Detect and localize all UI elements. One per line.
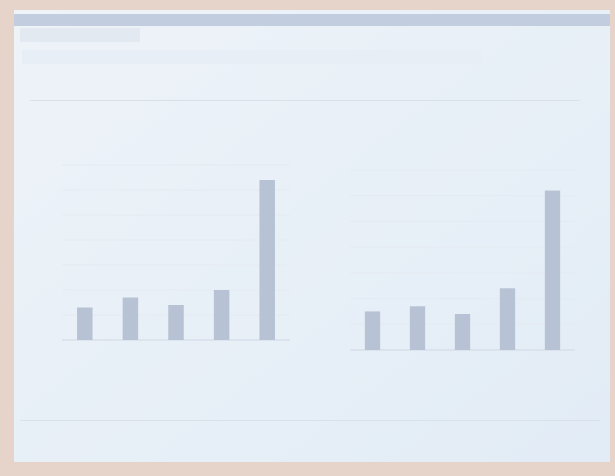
- title-bar: [14, 14, 610, 26]
- bar: [545, 191, 560, 350]
- page: (() => { const data = JSON.parse(documen…: [0, 0, 615, 476]
- bar: [168, 305, 184, 340]
- screen-photo: [0, 0, 615, 476]
- separator: [30, 100, 580, 101]
- bar: [410, 306, 425, 350]
- bar: [77, 308, 93, 341]
- projected-screen: [14, 10, 610, 462]
- bar: [259, 180, 275, 340]
- bar: [365, 311, 380, 350]
- bar: [214, 290, 230, 340]
- bar: [455, 314, 470, 350]
- toolbar: [22, 50, 482, 64]
- bar: [123, 298, 139, 341]
- separator: [20, 420, 600, 421]
- tab: [20, 28, 140, 42]
- bar: [500, 288, 515, 350]
